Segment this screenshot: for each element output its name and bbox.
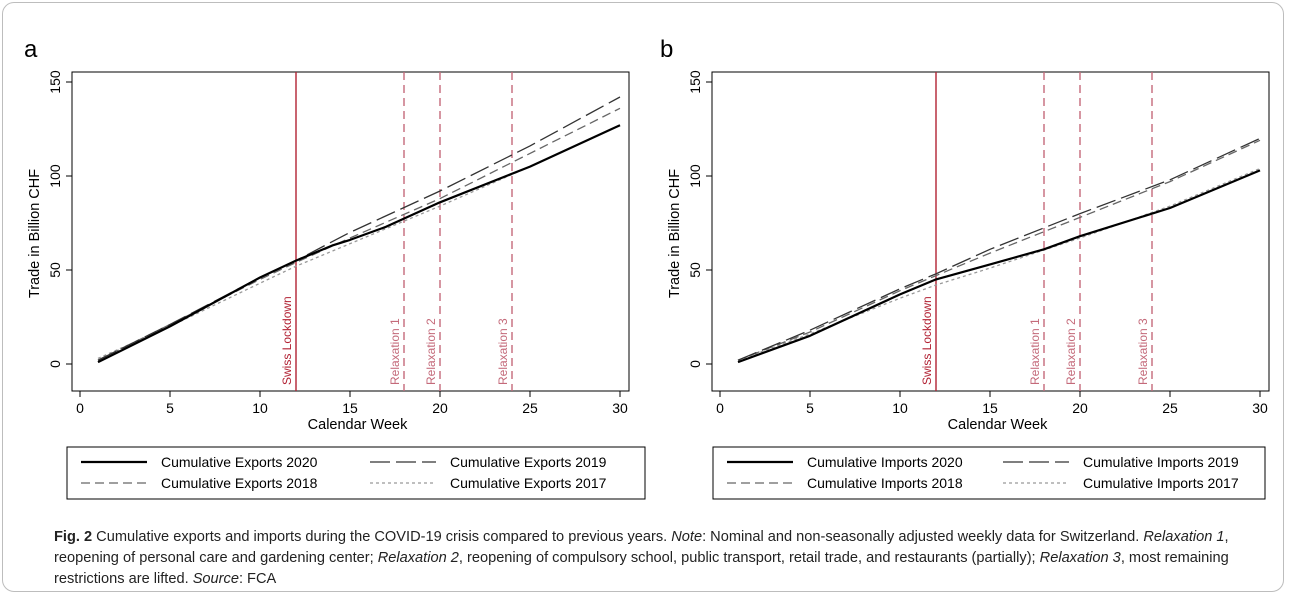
panel-b-legend-label-4: Cumulative Imports 2017 <box>1083 475 1239 491</box>
panel-a-legend-label-2: Cumulative Exports 2019 <box>450 454 607 470</box>
panel-b-x-tick-label: 0 <box>716 400 724 416</box>
panel-b-marker-label-1: Swiss Lockdown <box>920 296 934 385</box>
panel-b-legend-label-1: Cumulative Imports 2020 <box>807 454 963 470</box>
panel-b-y-tick-label: 150 <box>687 70 703 94</box>
panel-a-y-axis-label: Trade in Billion CHF <box>27 169 43 298</box>
panel-b-x-tick-label: 30 <box>1252 400 1268 416</box>
panel-b-series-line-2 <box>737 137 1261 361</box>
panel-b-y-tick-label: 0 <box>687 360 703 368</box>
panel-b-legend-label-3: Cumulative Imports 2018 <box>807 475 963 491</box>
panel-a-y-tick-label: 0 <box>47 360 63 368</box>
caption-relax1-label: Relaxation 1 <box>1143 529 1225 545</box>
panel-b-series-line-3 <box>737 139 1261 361</box>
caption-text-1: Cumulative exports and imports during th… <box>92 529 672 545</box>
caption-fig-label: Fig. 2 <box>54 529 93 545</box>
panel-a-marker-label-4: Relaxation 3 <box>496 318 510 385</box>
panel-b-y-axis-label: Trade in Billion CHF <box>667 169 683 298</box>
panel-a-legend-box <box>66 446 646 500</box>
panel-b-series-line-4 <box>737 167 1261 361</box>
panel-a-marker-label-2: Relaxation 1 <box>388 318 402 385</box>
panel-a-marker-label-3: Relaxation 2 <box>424 318 438 385</box>
panel-a-series-line-3 <box>97 107 621 361</box>
panel-a-y-tick-label: 100 <box>47 164 63 188</box>
panel-a-x-tick-label: 0 <box>76 400 84 416</box>
caption-source-text: : FCA <box>238 571 277 587</box>
caption-relax1-text: , reopening of personal care and gardeni… <box>54 529 1229 566</box>
panel-a-legend-label-3: Cumulative Exports 2018 <box>161 475 318 491</box>
panel-b-x-tick-label: 20 <box>1072 400 1088 416</box>
figure-caption: Fig. 2 Cumulative exports and imports du… <box>54 527 1269 590</box>
panel-b-y-tick-label: 100 <box>687 164 703 188</box>
panel-b-x-tick-label: 10 <box>892 400 908 416</box>
panel-a-x-tick-label: 20 <box>432 400 448 416</box>
panel-b-legend-box <box>712 446 1266 500</box>
panel-a-series-line-1 <box>97 124 621 364</box>
panel-a-x-tick-label: 30 <box>612 400 628 416</box>
panel-a-y-tick-label: 50 <box>47 262 63 278</box>
panel-a-plot-area <box>71 71 630 392</box>
panel-b-legend-label-2: Cumulative Imports 2019 <box>1083 454 1239 470</box>
panel-b-plot-area <box>711 71 1270 392</box>
panel-b-y-tick-label: 50 <box>687 262 703 278</box>
panel-a-x-axis-label: Calendar Week <box>308 417 408 433</box>
panel-b-marker-label-2: Relaxation 1 <box>1028 318 1042 385</box>
panel-a-marker-label-1: Swiss Lockdown <box>280 296 294 385</box>
panel-b-series-line-1 <box>737 169 1261 364</box>
panel-a-x-tick-label: 10 <box>252 400 268 416</box>
panel-a-legend-label-4: Cumulative Exports 2017 <box>450 475 607 491</box>
panel-b-x-tick-label: 5 <box>806 400 814 416</box>
panel-a-x-tick-label: 15 <box>342 400 358 416</box>
panel-b-x-tick-label: 25 <box>1162 400 1178 416</box>
caption-relax2-text: , reopening of compulsory school, public… <box>458 550 1040 566</box>
panel-b-x-tick-label: 15 <box>982 400 998 416</box>
panel-a-panel-label: a <box>24 36 38 63</box>
panel-a-x-tick-label: 5 <box>166 400 174 416</box>
panel-a-x-tick-label: 25 <box>522 400 538 416</box>
caption-relax2-label: Relaxation 2 <box>377 550 459 566</box>
panel-b-marker-label-4: Relaxation 3 <box>1136 318 1150 385</box>
panel-b-x-axis-label: Calendar Week <box>948 417 1048 433</box>
caption-note-label: Note <box>671 529 703 545</box>
caption-text-2: : Nominal and non-seasonally adjusted we… <box>702 529 1144 545</box>
panel-b-panel-label: b <box>660 36 673 63</box>
caption-relax3-label: Relaxation 3 <box>1039 550 1121 566</box>
panel-a-series-line-2 <box>97 96 621 361</box>
caption-source-label: Source <box>192 571 239 587</box>
panel-b-marker-label-3: Relaxation 2 <box>1064 318 1078 385</box>
panel-a-legend-label-1: Cumulative Exports 2020 <box>161 454 318 470</box>
panel-a-y-tick-label: 150 <box>47 70 63 94</box>
caption-relax3-text: , most remaining restrictions are lifted… <box>54 550 1229 587</box>
